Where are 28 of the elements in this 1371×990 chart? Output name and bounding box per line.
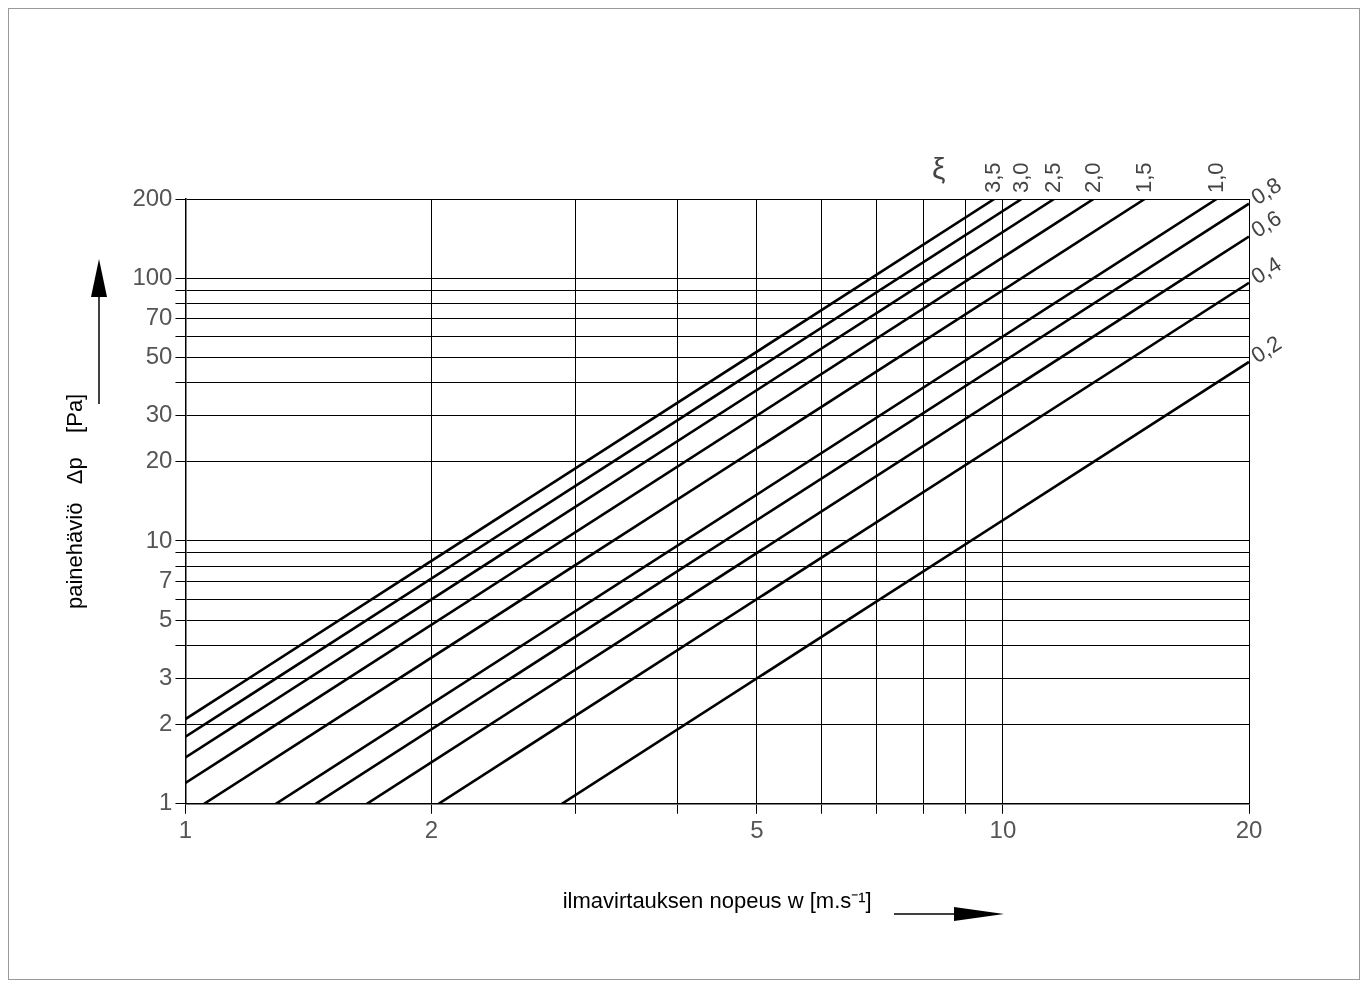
y-tick-label: 70: [145, 303, 173, 331]
text: 0,2: [1246, 330, 1286, 368]
text: 1,5: [1130, 162, 1156, 193]
y-tick-label: 100: [132, 262, 173, 290]
text: 1,0: [1202, 162, 1228, 193]
text: 0,4: [1246, 251, 1286, 289]
x-tick-label: 10: [989, 815, 1017, 843]
x-tick-label: 1: [178, 815, 193, 843]
y-tick-label: 10: [145, 525, 173, 553]
y-tick-label: 7: [159, 566, 173, 594]
text: ξ: [931, 152, 946, 185]
y-tick-label: 3: [159, 663, 173, 691]
x-tick-label: 2: [424, 815, 439, 843]
y-tick-label: 200: [132, 183, 173, 211]
x-axis-title: ilmavirtauksen nopeus w [m.s⁻¹]: [562, 887, 872, 913]
x-tick-label: 20: [1235, 815, 1263, 843]
text: 2,0: [1079, 162, 1105, 193]
text: 3,5: [980, 162, 1006, 193]
text: 2,5: [1040, 162, 1066, 193]
x-tick-label: 5: [750, 815, 764, 843]
y-tick-label: 20: [145, 446, 173, 474]
text: 3,0: [1007, 162, 1033, 193]
y-tick-label: 30: [145, 400, 173, 428]
y-axis-title: painehäviö Δp [Pa]: [62, 393, 88, 610]
y-tick-label: 2: [159, 709, 173, 737]
y-tick-label: 50: [145, 341, 173, 369]
y-tick-label: 1: [159, 788, 173, 816]
y-tick-label: 5: [159, 604, 173, 632]
